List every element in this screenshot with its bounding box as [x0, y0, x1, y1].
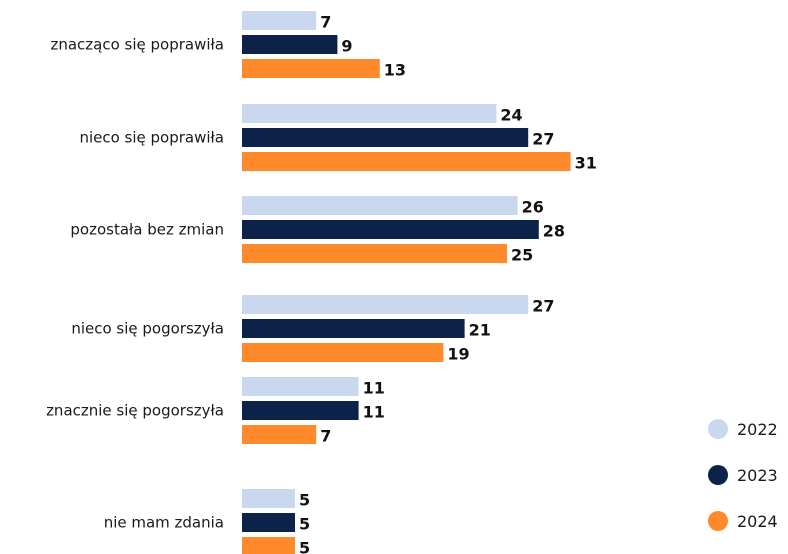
bar-2024	[242, 425, 317, 444]
data-label: 21	[469, 321, 491, 340]
legend-label: 2022	[737, 420, 778, 439]
bar-2023	[242, 513, 295, 532]
legend: 2022 2023 2024	[708, 419, 778, 531]
data-label: 5	[299, 539, 310, 554]
bar-2024	[242, 59, 380, 78]
category-label: znacząco się poprawiła	[50, 36, 224, 54]
bar-2023	[242, 319, 465, 338]
bar-2022	[242, 104, 497, 123]
bar-2022	[242, 11, 317, 30]
bar-2023	[242, 128, 529, 147]
bar-2024	[242, 343, 444, 362]
legend-swatch-2022	[708, 419, 728, 439]
bar-2022	[242, 489, 295, 508]
legend-swatch-2023	[708, 465, 728, 485]
category-label: nie mam zdania	[104, 514, 224, 532]
category-label: pozostała bez zmian	[70, 221, 224, 239]
data-label: 25	[511, 246, 533, 265]
data-label: 19	[447, 345, 469, 364]
bar-2024	[242, 152, 571, 171]
data-label: 27	[532, 297, 554, 316]
data-label: 7	[320, 427, 331, 446]
data-label: 9	[341, 37, 352, 56]
category-label: nieco się poprawiła	[79, 129, 224, 147]
bar-2022	[242, 295, 529, 314]
legend-label: 2023	[737, 466, 778, 485]
data-label: 5	[299, 491, 310, 510]
data-label: 7	[320, 13, 331, 32]
data-label: 28	[543, 222, 565, 241]
legend-label: 2024	[737, 512, 778, 531]
bar-2022	[242, 377, 359, 396]
data-label: 24	[500, 106, 522, 125]
data-label: 31	[575, 154, 597, 173]
data-label: 11	[363, 403, 385, 422]
bars	[242, 11, 571, 554]
data-label: 11	[363, 379, 385, 398]
data-label: 5	[299, 515, 310, 534]
data-label: 13	[384, 61, 406, 80]
data-label: 27	[532, 130, 554, 149]
category-label: znacznie się pogorszyła	[46, 402, 224, 420]
bar-2023	[242, 220, 539, 239]
category-label: nieco się pogorszyła	[71, 320, 224, 338]
bar-2023	[242, 35, 338, 54]
legend-swatch-2024	[708, 511, 728, 531]
data-label: 26	[522, 198, 544, 217]
category-labels: znacząco się poprawiła nieco się poprawił…	[46, 36, 224, 532]
bar-2023	[242, 401, 359, 420]
bar-2024	[242, 537, 295, 554]
bar-2024	[242, 244, 507, 263]
bar-2022	[242, 196, 518, 215]
